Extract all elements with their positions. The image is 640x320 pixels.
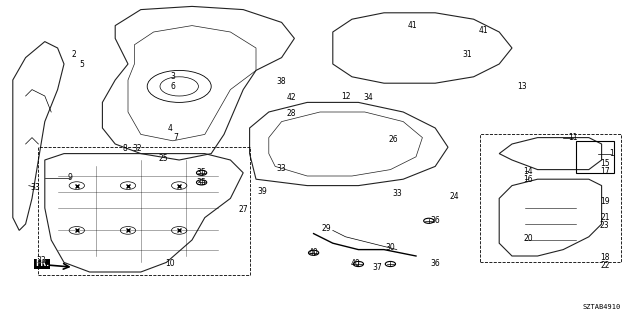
Text: 15: 15 (600, 159, 610, 168)
Text: 22: 22 (600, 261, 609, 270)
Text: 31: 31 (462, 50, 472, 59)
Text: 20: 20 (523, 234, 533, 243)
Text: 13: 13 (516, 82, 527, 91)
Text: 23: 23 (600, 221, 610, 230)
Text: 12: 12 (341, 92, 350, 100)
Text: 25: 25 (158, 154, 168, 163)
Text: 39: 39 (257, 188, 268, 196)
Text: 8: 8 (122, 144, 127, 153)
Text: 7: 7 (173, 133, 179, 142)
Text: 11: 11 (568, 133, 577, 142)
Text: 33: 33 (30, 183, 40, 192)
Text: 17: 17 (600, 167, 610, 176)
Text: 35: 35 (196, 168, 207, 177)
Text: 6: 6 (170, 82, 175, 91)
Text: 35: 35 (196, 178, 207, 187)
Text: 37: 37 (372, 263, 383, 272)
Text: FR.: FR. (35, 260, 49, 268)
Text: 33: 33 (36, 256, 47, 265)
Text: 24: 24 (449, 192, 460, 201)
Text: 14: 14 (523, 167, 533, 176)
Text: 36: 36 (430, 260, 440, 268)
Text: 40: 40 (350, 260, 360, 268)
Text: SZTAB4910: SZTAB4910 (582, 304, 621, 310)
Text: 19: 19 (600, 197, 610, 206)
Text: 42: 42 (286, 93, 296, 102)
Text: 5: 5 (79, 60, 84, 68)
Text: 9: 9 (68, 173, 73, 182)
Text: 36: 36 (430, 216, 440, 225)
Text: 2: 2 (71, 50, 76, 59)
Text: 27: 27 (238, 205, 248, 214)
Text: 38: 38 (276, 77, 287, 86)
Text: 41: 41 (478, 26, 488, 35)
Text: 33: 33 (392, 189, 402, 198)
Text: 18: 18 (600, 253, 609, 262)
Text: 32: 32 (132, 144, 143, 153)
Text: 29: 29 (321, 224, 332, 233)
Text: 16: 16 (523, 175, 533, 184)
Text: 1: 1 (609, 149, 614, 158)
Text: 34: 34 (363, 93, 373, 102)
Text: 28: 28 (287, 109, 296, 118)
Text: 41: 41 (408, 21, 418, 30)
Text: FR.: FR. (35, 260, 49, 268)
Text: 10: 10 (164, 260, 175, 268)
Text: 21: 21 (600, 213, 609, 222)
Text: 3: 3 (170, 72, 175, 81)
Text: 26: 26 (388, 135, 399, 144)
Text: 33: 33 (276, 164, 287, 172)
Text: 4: 4 (167, 124, 172, 132)
Text: 30: 30 (385, 244, 396, 252)
Text: 40: 40 (308, 248, 319, 257)
